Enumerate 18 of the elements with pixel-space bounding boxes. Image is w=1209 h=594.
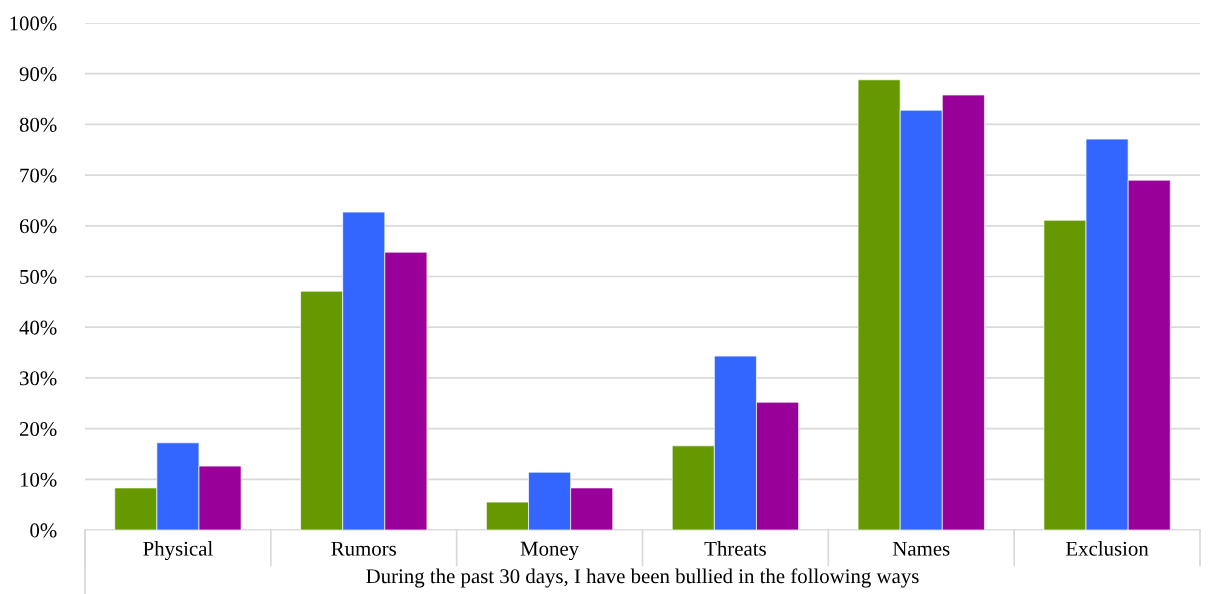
x-axis-title: During the past 30 days, I have been bullied in the following ways bbox=[366, 568, 919, 588]
y-tick-label: 10% bbox=[20, 472, 57, 487]
x-tick-label: Threats bbox=[704, 541, 766, 556]
x-tick-label: Money bbox=[520, 541, 580, 560]
y-tick-label: 40% bbox=[19, 320, 57, 335]
y-tick-label: 100% bbox=[10, 16, 57, 31]
x-tick-label: Exclusion bbox=[1066, 541, 1149, 556]
y-tick-label: 60% bbox=[19, 219, 57, 234]
y-tick-label: 80% bbox=[19, 117, 57, 132]
y-tick-label: 30% bbox=[20, 371, 57, 386]
x-tick-label: Physical bbox=[143, 541, 213, 561]
x-tick-label: Names bbox=[892, 541, 950, 556]
y-tick-label: 50% bbox=[20, 269, 57, 284]
y-tick-label: 70% bbox=[20, 168, 57, 183]
x-tick-label: Rumors bbox=[331, 541, 396, 556]
y-tick-label: 90% bbox=[19, 67, 57, 82]
y-tick-label: 20% bbox=[19, 421, 57, 437]
y-tick-label: 0% bbox=[30, 523, 57, 538]
